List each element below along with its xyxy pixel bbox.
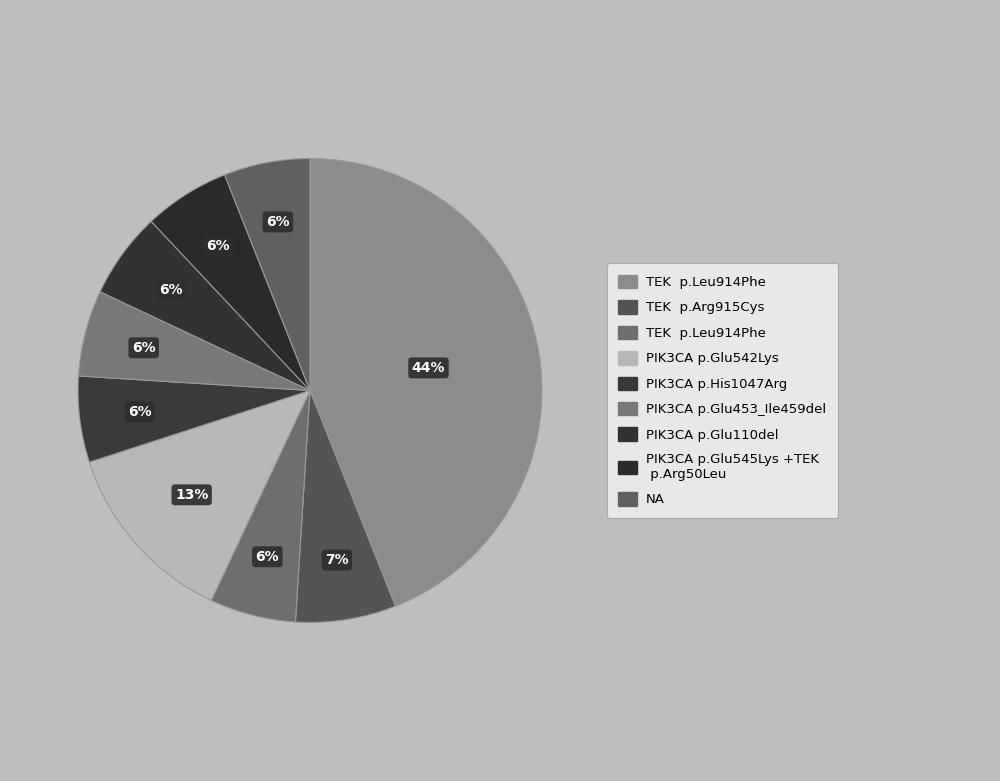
Wedge shape <box>225 159 310 390</box>
Text: 6%: 6% <box>206 238 230 252</box>
Wedge shape <box>78 376 310 462</box>
Wedge shape <box>78 292 310 390</box>
Text: 6%: 6% <box>266 215 290 229</box>
Text: 6%: 6% <box>159 283 183 297</box>
Text: 13%: 13% <box>175 488 208 502</box>
Wedge shape <box>211 390 310 622</box>
Legend: TEK  p.Leu914Phe, TEK  p.Arg915Cys, TEK  p.Leu914Phe, PIK3CA p.Glu542Lys, PIK3CA: TEK p.Leu914Phe, TEK p.Arg915Cys, TEK p.… <box>607 263 838 518</box>
Wedge shape <box>100 221 310 390</box>
Text: 6%: 6% <box>128 405 151 419</box>
Wedge shape <box>295 390 395 622</box>
Text: 6%: 6% <box>132 341 156 355</box>
Text: 7%: 7% <box>325 553 349 567</box>
Text: 44%: 44% <box>412 361 445 375</box>
Wedge shape <box>89 390 310 601</box>
Wedge shape <box>151 175 310 390</box>
Text: 6%: 6% <box>255 550 279 564</box>
Wedge shape <box>310 159 542 606</box>
